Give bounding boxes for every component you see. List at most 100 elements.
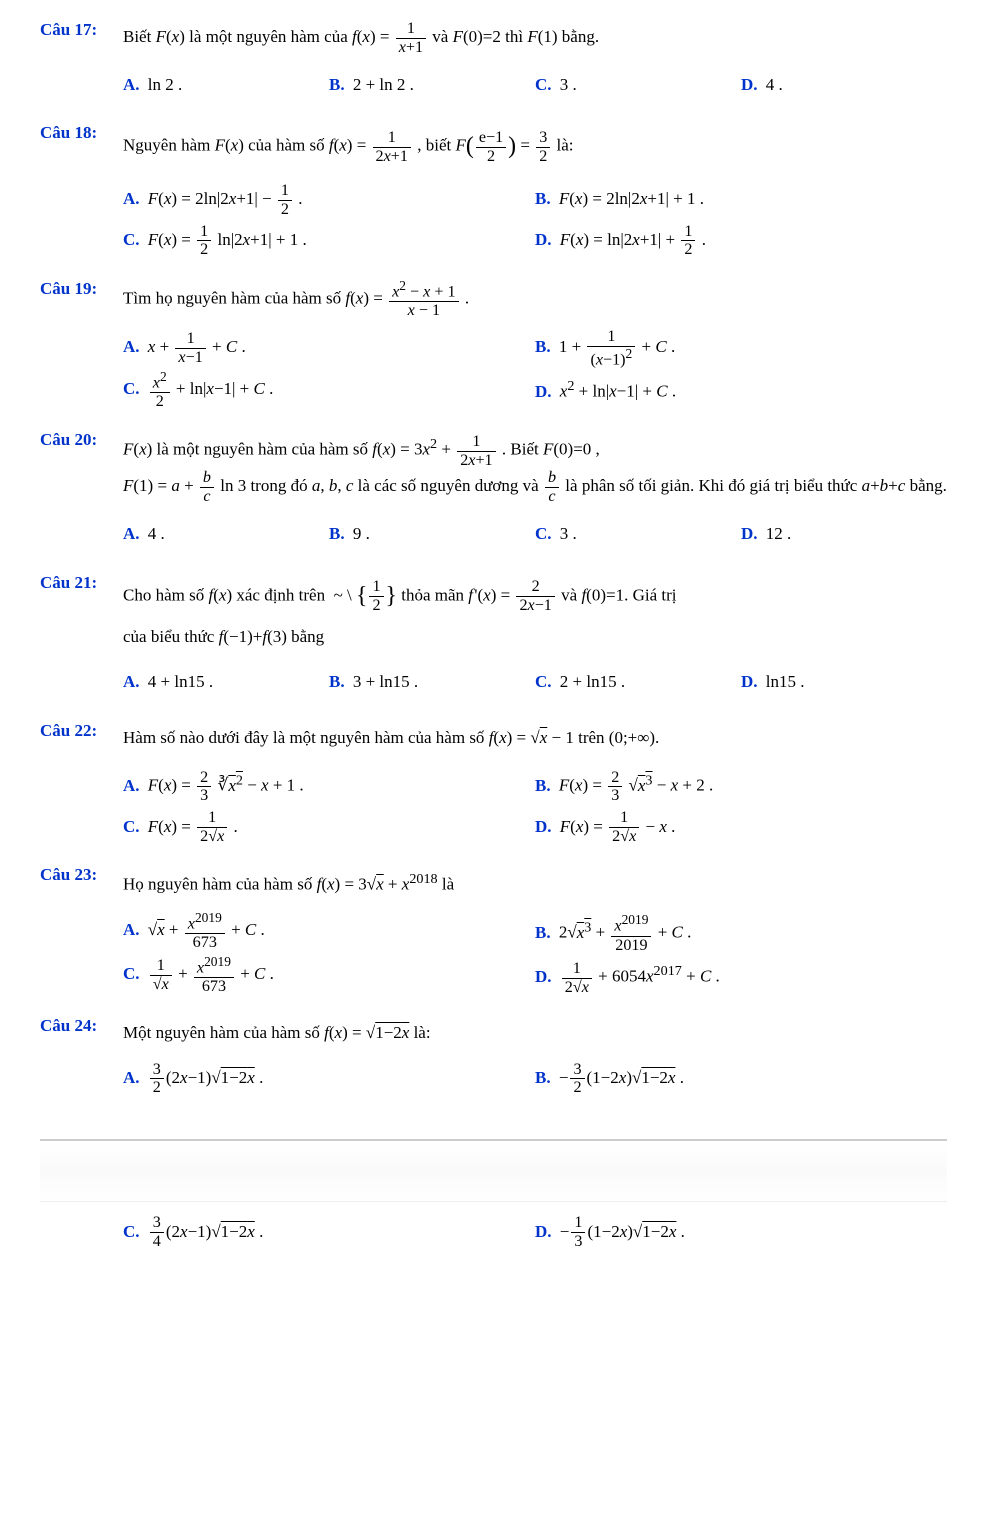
option-c: C. 2 + ln15 . [535, 662, 741, 703]
question-label: Câu 21: [40, 573, 123, 703]
option-d: D. ln15 . [741, 662, 947, 703]
option-letter: C. [123, 230, 140, 249]
option-d: D. 12√x + 6054x2017 + C . [535, 954, 947, 997]
option-letter: B. [535, 776, 551, 795]
question-21: Câu 21:Cho hàm số f(x) xác định trên ~ \… [40, 573, 947, 703]
question-label: Câu 24: [40, 1016, 123, 1099]
question-19: Câu 19:Tìm họ nguyên hàm của hàm số f(x)… [40, 279, 947, 413]
option-letter: A. [123, 920, 140, 939]
option-letter: D. [535, 817, 552, 836]
option-a: A. 32(2x−1)√1−2x . [123, 1058, 535, 1099]
option-letter: D. [741, 75, 758, 94]
question-text: Một nguyên hàm của hàm số f(x) = √1−2x l… [123, 1016, 947, 1050]
option-letter: B. [535, 189, 551, 208]
option-c: C. 34(2x−1)√1−2x . [123, 1212, 535, 1253]
option-d: D. x2 + ln|x−1| + C . [535, 369, 947, 412]
option-a: A. √x + x2019673 + C . [123, 910, 535, 954]
question-text: Nguyên hàm F(x) của hàm số f(x) = 12x+1 … [123, 123, 947, 171]
options: A. F(x) = 2ln|2x+1| − 12 .B. F(x) = 2ln|… [123, 179, 947, 261]
option-letter: A. [123, 524, 140, 543]
option-letter: A. [123, 337, 140, 356]
option-letter: B. [329, 75, 345, 94]
option-d: D. F(x) = ln|2x+1| + 12 . [535, 220, 947, 261]
options: A. F(x) = 23 ∛x2 − x + 1 .B. F(x) = 23 √… [123, 763, 947, 847]
question-body: Tìm họ nguyên hàm của hàm số f(x) = x2 −… [123, 279, 947, 413]
option-a: A. 4 + ln15 . [123, 662, 329, 703]
option-b: B. F(x) = 23 √x3 − x + 2 . [535, 763, 947, 806]
options: A. ln 2 .B. 2 + ln 2 .C. 3 .D. 4 . [123, 65, 947, 106]
option-letter: D. [535, 230, 552, 249]
option-c: C. x22 + ln|x−1| + C . [123, 369, 535, 412]
option-c: C. 1√x + x2019673 + C . [123, 954, 535, 997]
option-letter: C. [535, 75, 552, 94]
option-b: B. 3 + ln15 . [329, 662, 535, 703]
question-text: F(x) là một nguyên hàm của hàm số f(x) =… [123, 430, 947, 506]
question-18: Câu 18:Nguyên hàm F(x) của hàm số f(x) =… [40, 123, 947, 260]
question-body: Nguyên hàm F(x) của hàm số f(x) = 12x+1 … [123, 123, 947, 260]
question-body: Hàm số nào dưới đây là một nguyên hàm củ… [123, 721, 947, 847]
question-label: Câu 19: [40, 279, 123, 413]
option-c: C. 3 . [535, 65, 741, 106]
question-text: Hàm số nào dưới đây là một nguyên hàm củ… [123, 721, 947, 755]
option-letter: C. [123, 964, 140, 983]
option-letter: C. [535, 672, 552, 691]
option-letter: B. [535, 1068, 551, 1087]
question-label: Câu 18: [40, 123, 123, 260]
option-letter: B. [535, 923, 551, 942]
option-letter: C. [123, 1222, 140, 1241]
options: A. 4 .B. 9 .C. 3 .D. 12 . [123, 514, 947, 555]
option-b: B. 2√x3 + x20192019 + C . [535, 910, 947, 954]
option-letter: D. [535, 1222, 552, 1241]
options: A. √x + x2019673 + C .B. 2√x3 + x2019201… [123, 910, 947, 998]
option-c: C. 3 . [535, 514, 741, 555]
question-text: Biết F(x) là một nguyên hàm của f(x) = 1… [123, 20, 947, 57]
option-a: A. F(x) = 2ln|2x+1| − 12 . [123, 179, 535, 220]
option-letter: C. [123, 817, 140, 836]
option-d: D. 4 . [741, 65, 947, 106]
option-b: B. 9 . [329, 514, 535, 555]
question-23: Câu 23:Họ nguyên hàm của hàm số f(x) = 3… [40, 865, 947, 997]
question-17: Câu 17:Biết F(x) là một nguyên hàm của f… [40, 20, 947, 105]
option-b: B. −32(1−2x)√1−2x . [535, 1058, 947, 1099]
option-a: A. x + 1x−1 + C . [123, 327, 535, 369]
question-body-extra: C. 34(2x−1)√1−2x .D. −13(1−2x)√1−2x . [123, 1212, 947, 1253]
question-20: Câu 20:F(x) là một nguyên hàm của hàm số… [40, 430, 947, 554]
question-text: Cho hàm số f(x) xác định trên ~ \ {12} t… [123, 573, 947, 655]
option-letter: A. [123, 1068, 140, 1087]
option-d: D. −13(1−2x)√1−2x . [535, 1212, 947, 1253]
option-b: B. 1 + 1(x−1)2 + C . [535, 327, 947, 369]
question-text: Họ nguyên hàm của hàm số f(x) = 3√x + x2… [123, 865, 947, 902]
option-letter: A. [123, 189, 140, 208]
option-b: B. 2 + ln 2 . [329, 65, 535, 106]
page-divider [40, 1139, 947, 1202]
spacer [40, 1212, 123, 1253]
option-c: C. F(x) = 12√x . [123, 807, 535, 848]
question-22: Câu 22:Hàm số nào dưới đây là một nguyên… [40, 721, 947, 847]
question-label: Câu 17: [40, 20, 123, 105]
option-b: B. F(x) = 2ln|2x+1| + 1 . [535, 179, 947, 220]
question-24-extra: C. 34(2x−1)√1−2x .D. −13(1−2x)√1−2x . [40, 1212, 947, 1253]
option-letter: C. [123, 379, 140, 398]
option-c: C. F(x) = 12 ln|2x+1| + 1 . [123, 220, 535, 261]
option-letter: A. [123, 75, 140, 94]
option-d: D. F(x) = 12√x − x . [535, 807, 947, 848]
question-body: Biết F(x) là một nguyên hàm của f(x) = 1… [123, 20, 947, 105]
question-body: Một nguyên hàm của hàm số f(x) = √1−2x l… [123, 1016, 947, 1099]
option-letter: C. [535, 524, 552, 543]
option-letter: D. [535, 967, 552, 986]
question-label: Câu 22: [40, 721, 123, 847]
question-body: Họ nguyên hàm của hàm số f(x) = 3√x + x2… [123, 865, 947, 997]
option-d: D. 12 . [741, 514, 947, 555]
question-label: Câu 23: [40, 865, 123, 997]
option-letter: A. [123, 672, 140, 691]
option-letter: D. [741, 524, 758, 543]
options: A. 4 + ln15 .B. 3 + ln15 .C. 2 + ln15 .D… [123, 662, 947, 703]
question-label: Câu 20: [40, 430, 123, 554]
option-letter: B. [329, 524, 345, 543]
option-letter: D. [741, 672, 758, 691]
options-extra: C. 34(2x−1)√1−2x .D. −13(1−2x)√1−2x . [123, 1212, 947, 1253]
options: A. 32(2x−1)√1−2x .B. −32(1−2x)√1−2x . [123, 1058, 947, 1099]
question-text: Tìm họ nguyên hàm của hàm số f(x) = x2 −… [123, 279, 947, 320]
question-24: Câu 24:Một nguyên hàm của hàm số f(x) = … [40, 1016, 947, 1099]
question-body: F(x) là một nguyên hàm của hàm số f(x) =… [123, 430, 947, 554]
